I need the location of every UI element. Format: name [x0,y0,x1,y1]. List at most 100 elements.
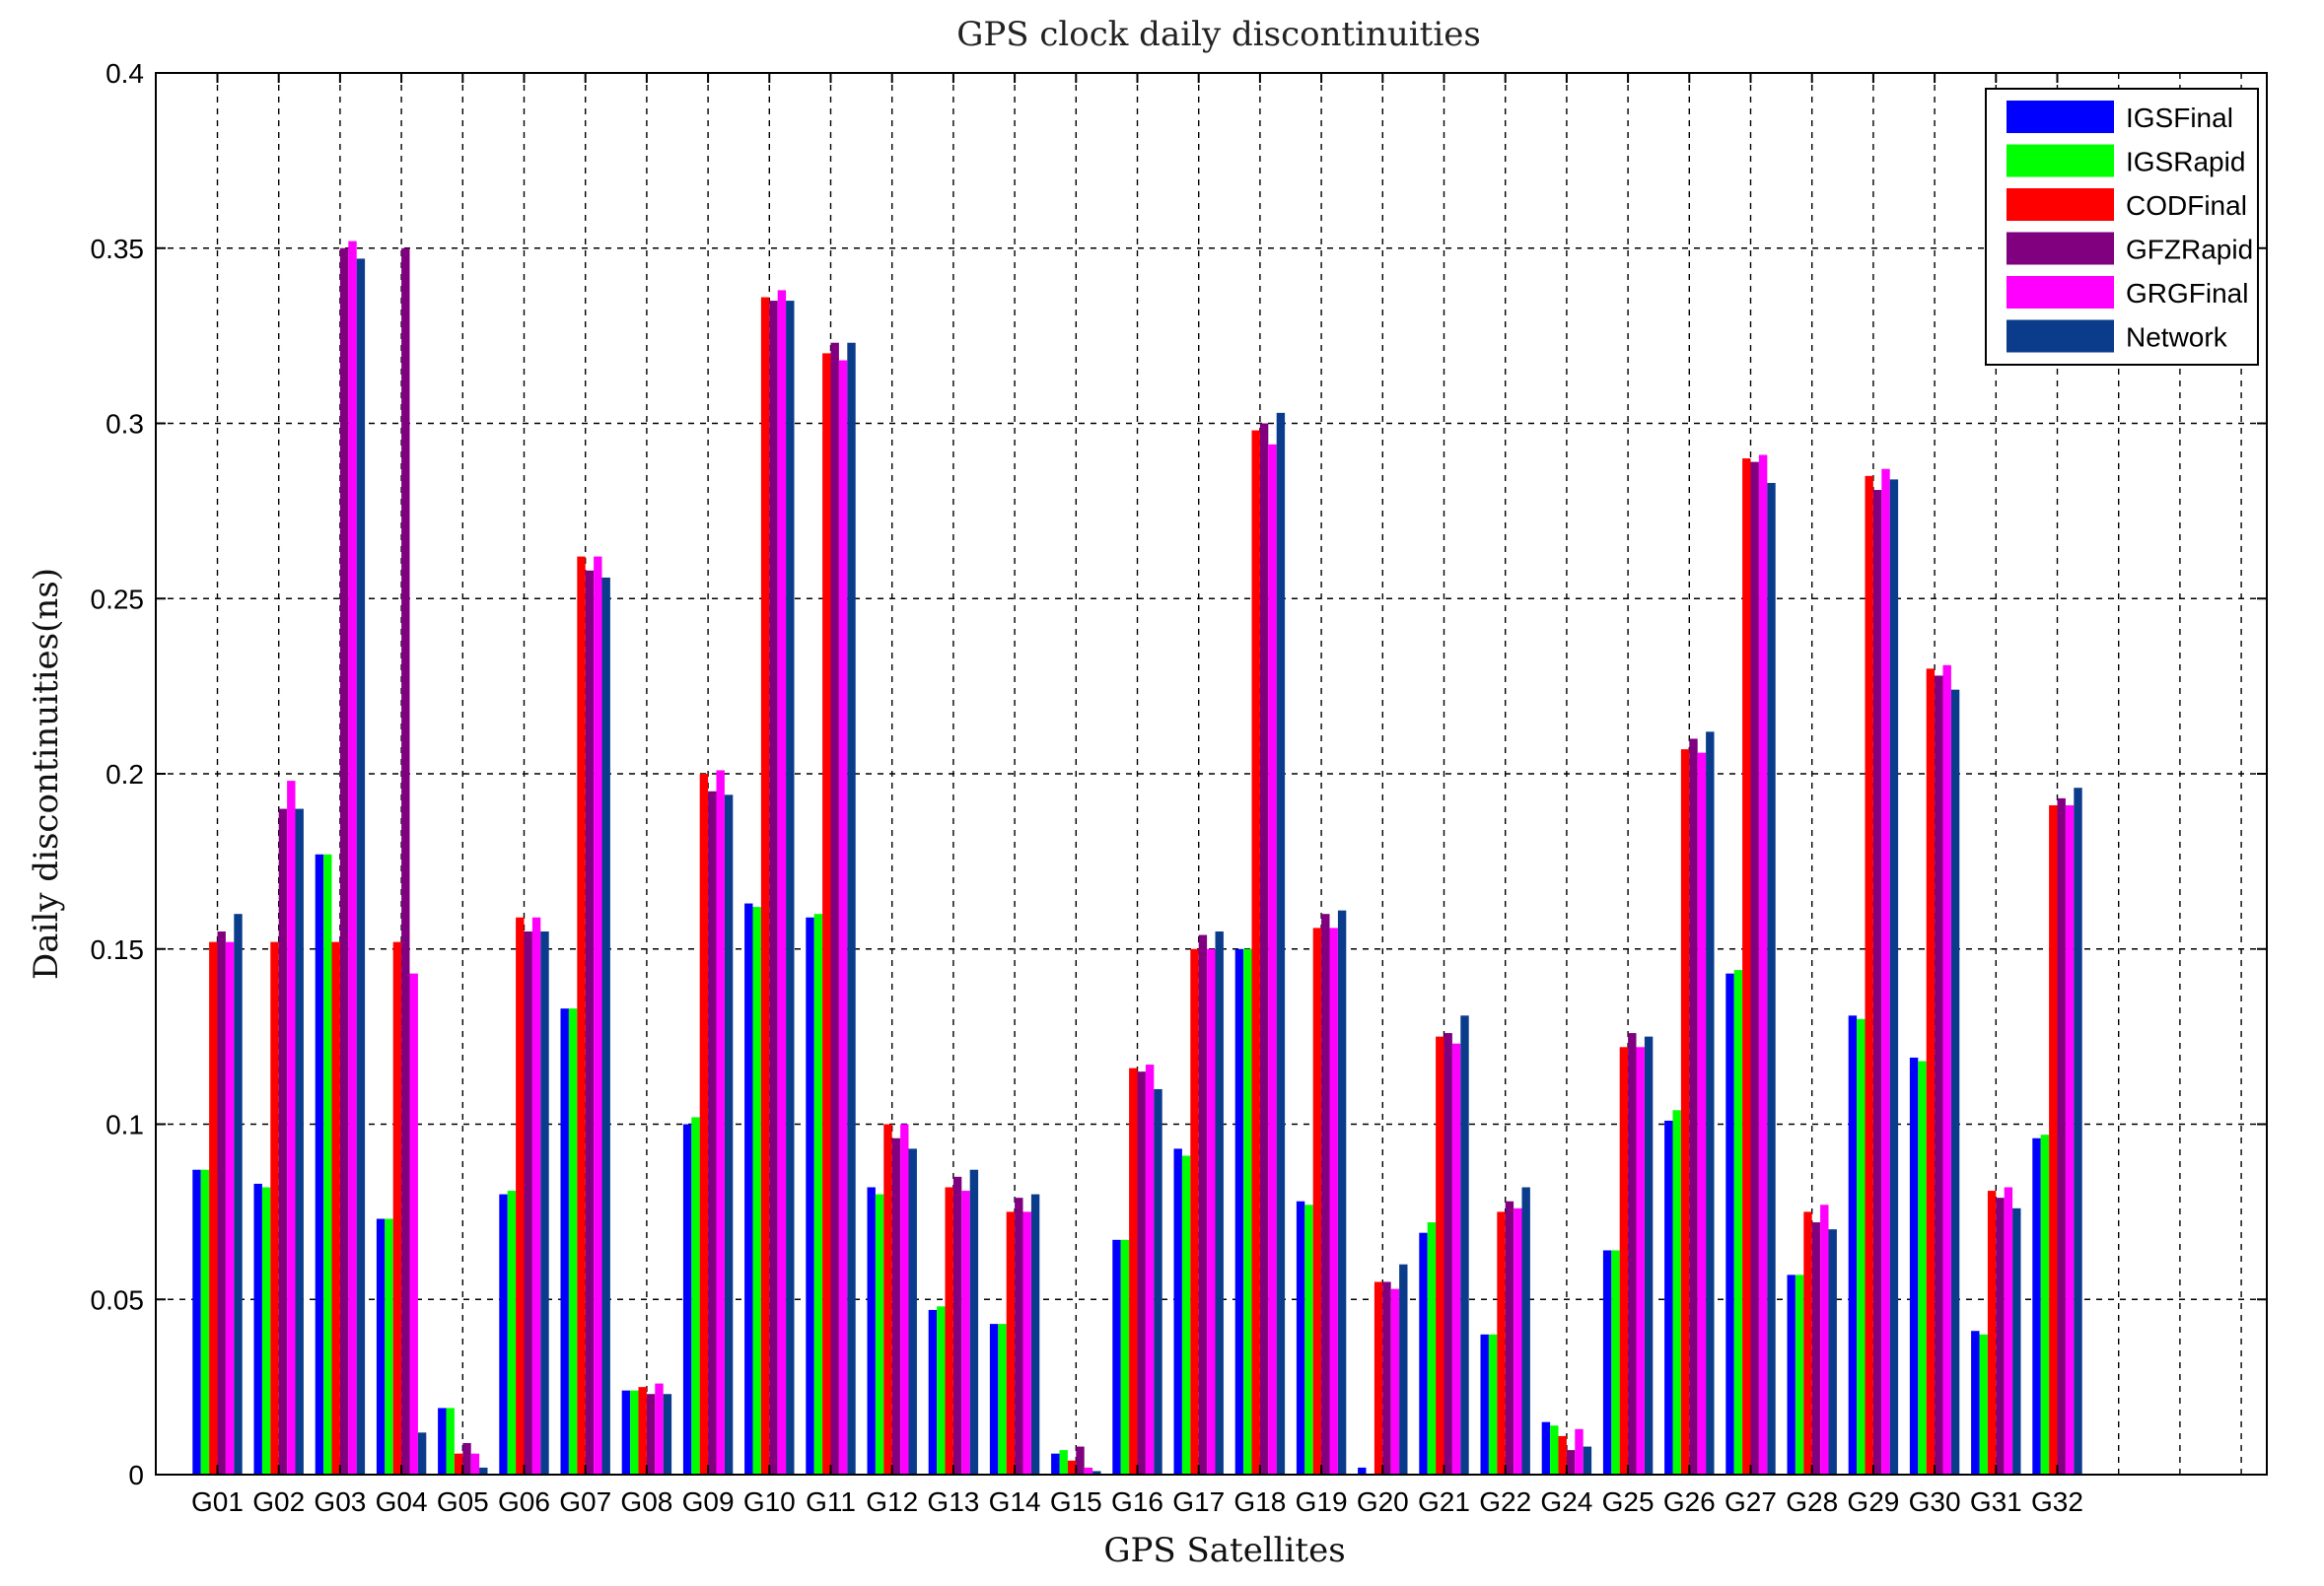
bar-network-g06 [540,931,549,1475]
x-tick-label: G22 [1479,1486,1531,1517]
bar-network-g21 [1460,1015,1469,1475]
legend-label: Network [2126,322,2228,353]
bar-igsrapid-g11 [813,914,823,1475]
bar-network-g05 [479,1467,488,1475]
y-tick-label: 0.3 [106,409,144,440]
legend-swatch [2007,188,2114,221]
bar-network-g24 [1583,1446,1592,1475]
bar-gfzrapid-g29 [1872,490,1882,1475]
bar-igsfinal-g12 [867,1187,876,1475]
bar-gfzrapid-g18 [1259,423,1269,1475]
bar-grgfinal-g20 [1390,1288,1400,1475]
bar-igsrapid-g19 [1304,1205,1313,1475]
bar-grgfinal-g18 [1268,444,1277,1476]
bar-gfzrapid-g31 [1996,1198,2005,1475]
bar-igsfinal-g26 [1664,1120,1673,1475]
bar-gfzrapid-g11 [830,342,839,1476]
bar-igsrapid-g07 [568,1008,578,1475]
bar-igsrapid-g13 [937,1306,946,1475]
bar-grgfinal-g19 [1329,928,1338,1475]
bar-igsrapid-g15 [1059,1450,1068,1475]
bar-igsfinal-g11 [806,917,814,1475]
bar-igsfinal-g04 [376,1218,386,1475]
bar-gfzrapid-g10 [769,301,778,1476]
bar-igsrapid-g17 [1181,1155,1191,1475]
bar-igsfinal-g03 [315,854,324,1475]
bar-gfzrapid-g27 [1750,461,1759,1475]
bar-network-g02 [295,808,304,1475]
bar-codfinal-g28 [1803,1211,1812,1476]
bar-grgfinal-g31 [2004,1187,2013,1475]
bar-igsrapid-g10 [752,907,761,1475]
bar-gfzrapid-g06 [524,931,532,1475]
bar-network-g31 [2012,1207,2021,1475]
bar-network-g12 [908,1148,917,1475]
bar-codfinal-g07 [577,556,586,1475]
bar-codfinal-g08 [638,1387,647,1476]
x-tick-label: G04 [376,1486,428,1517]
bar-igsfinal-g17 [1173,1148,1182,1475]
bar-codfinal-g30 [1926,668,1936,1475]
bar-codfinal-g25 [1619,1047,1629,1475]
x-tick-label: G26 [1663,1486,1716,1517]
bar-grgfinal-g28 [1820,1205,1829,1475]
bar-codfinal-g01 [209,941,218,1475]
x-tick-label: G15 [1050,1486,1102,1517]
legend-swatch [2007,101,2114,133]
bar-igsrapid-g32 [2040,1135,2050,1475]
y-axis-ticks: 0 0.05 0.1 0.15 0.2 0.25 0.3 0.35 0.4 [91,58,2267,1490]
bar-gfzrapid-g28 [1811,1222,1821,1475]
x-tick-label: G14 [989,1486,1041,1517]
bar-igsrapid-g30 [1918,1061,1927,1475]
y-axis-label: Daily discontinuities(ns) [27,568,66,980]
bar-grgfinal-g22 [1514,1207,1522,1475]
bar-igsrapid-g26 [1672,1110,1681,1475]
legend-label: IGSFinal [2126,103,2233,133]
bar-network-g01 [234,914,243,1475]
legend-label: GFZRapid [2126,235,2253,265]
x-tick-label: G05 [437,1486,489,1517]
bar-gfzrapid-g07 [585,570,595,1475]
x-tick-label: G11 [806,1486,856,1517]
bar-grgfinal-g29 [1881,468,1890,1476]
bar-network-g03 [356,258,366,1475]
bar-igsrapid-g28 [1795,1275,1804,1475]
bar-network-g10 [786,301,795,1476]
bar-gfzrapid-g25 [1628,1033,1637,1475]
bar-codfinal-g12 [883,1124,892,1475]
legend-swatch [2007,319,2114,353]
bar-grgfinal-g12 [900,1124,909,1475]
bar-igsfinal-g05 [438,1408,447,1475]
x-tick-label: G21 [1418,1486,1470,1517]
bar-gfzrapid-g32 [2057,797,2066,1475]
bar-igsfinal-g32 [2032,1138,2041,1475]
bar-gfzrapid-g15 [1076,1446,1085,1475]
bar-gfzrapid-g24 [1566,1450,1576,1475]
x-tick-label: G19 [1296,1486,1348,1517]
x-tick-label: G18 [1233,1486,1286,1517]
bar-codfinal-g27 [1742,458,1751,1475]
bar-gfzrapid-g08 [646,1394,656,1475]
bar-igsfinal-g19 [1296,1201,1305,1475]
x-tick-label: G16 [1111,1486,1163,1517]
y-tick-label: 0.1 [106,1110,144,1140]
y-tick-label: 0.2 [106,759,144,790]
bar-gfzrapid-g14 [1015,1198,1023,1475]
bar-grgfinal-g27 [1758,454,1768,1475]
y-tick-label: 0.05 [91,1284,145,1315]
bar-grgfinal-g32 [2065,805,2075,1475]
bar-gfzrapid-g21 [1444,1033,1452,1475]
bar-gfzrapid-g05 [462,1443,471,1475]
bar-codfinal-g29 [1865,475,1873,1476]
bar-network-g26 [1706,731,1715,1475]
bar-codfinal-g03 [331,941,340,1475]
y-tick-label: 0.4 [106,58,144,89]
bar-igsrapid-g21 [1427,1222,1437,1475]
bar-network-g20 [1399,1264,1408,1475]
x-tick-label: G32 [2031,1486,2083,1517]
bar-igsrapid-g22 [1488,1334,1498,1475]
bar-codfinal-g22 [1497,1211,1506,1476]
bar-igsrapid-g27 [1733,970,1743,1475]
x-tick-label: G30 [1909,1486,1961,1517]
bar-grgfinal-g07 [594,556,602,1475]
